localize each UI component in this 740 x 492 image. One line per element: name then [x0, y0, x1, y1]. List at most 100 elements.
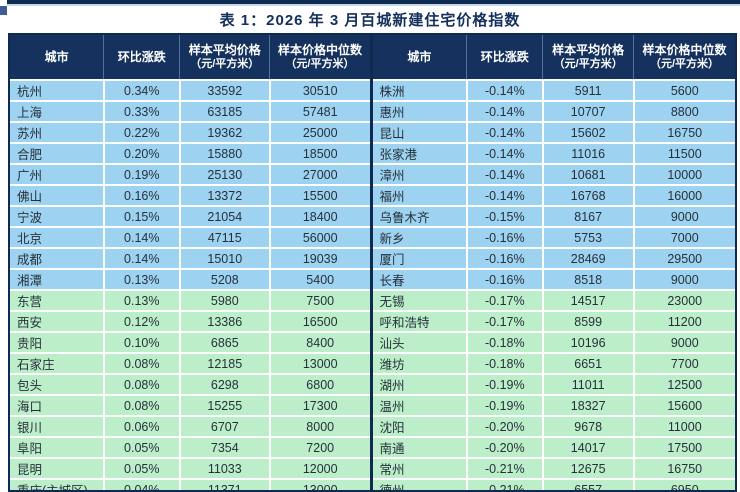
median-price-cell: 6800 [269, 373, 371, 395]
avg-price-cell: 8518 [542, 268, 635, 290]
median-price-cell: 15600 [633, 394, 735, 416]
city-cell: 乌鲁木齐 [372, 205, 468, 227]
change-cell: -0.18% [466, 331, 544, 353]
city-cell: 厦门 [372, 247, 468, 269]
change-cell: 0.06% [103, 415, 181, 437]
col-header-city: 城市 [372, 35, 468, 80]
change-cell: 0.20% [103, 142, 181, 164]
median-price-cell: 6950 [633, 478, 735, 490]
table-row: 宁波 0.15% 21054 18400 [10, 205, 371, 227]
median-price-cell: 25000 [269, 121, 371, 143]
table-row: 石家庄 0.08% 12185 13000 [10, 352, 371, 374]
city-cell: 广州 [10, 163, 105, 185]
table-row: 漳州 -0.14% 10681 10000 [372, 163, 735, 185]
city-cell: 北京 [10, 226, 105, 248]
city-cell: 湘潭 [10, 268, 105, 290]
change-cell: 0.05% [103, 436, 181, 458]
avg-price-cell: 12185 [179, 352, 271, 374]
table-row: 海口 0.08% 15255 17300 [10, 394, 371, 416]
avg-price-cell: 21054 [179, 205, 271, 227]
city-cell: 东营 [10, 289, 105, 311]
avg-price-cell: 10681 [542, 163, 635, 185]
median-price-cell: 13000 [269, 352, 371, 374]
table-row: 昆山 -0.14% 15602 16750 [372, 121, 735, 143]
change-cell: 0.14% [103, 247, 181, 269]
median-price-cell: 23000 [633, 289, 735, 311]
change-cell: 0.08% [103, 352, 181, 374]
avg-price-cell: 19362 [179, 121, 271, 143]
col-header-median-price: 样本价格中位数 （元/平方米） [633, 35, 735, 80]
median-price-cell: 16750 [633, 457, 735, 479]
col-header-avg-price: 样本平均价格 （元/平方米） [542, 35, 634, 80]
change-cell: -0.15% [466, 205, 544, 227]
city-cell: 昆山 [372, 121, 468, 143]
change-cell: 0.33% [103, 100, 181, 122]
table-row: 潍坊 -0.18% 6651 7700 [372, 352, 735, 374]
median-price-cell: 19039 [269, 247, 371, 269]
median-price-cell: 17300 [269, 394, 371, 416]
table-row: 株洲 -0.14% 5911 5600 [372, 79, 735, 101]
table-row: 苏州 0.22% 19362 25000 [10, 121, 371, 143]
avg-price-cell: 16768 [542, 184, 635, 206]
avg-price-cell: 11033 [179, 457, 271, 479]
table-row: 杭州 0.34% 33592 30510 [10, 79, 371, 101]
city-cell: 西安 [10, 310, 105, 332]
table-row: 北京 0.14% 47115 56000 [10, 226, 371, 248]
median-price-cell: 9000 [633, 331, 735, 353]
change-cell: 0.22% [103, 121, 181, 143]
change-cell: 0.08% [103, 394, 181, 416]
change-cell: 0.12% [103, 310, 181, 332]
avg-price-cell: 6651 [542, 352, 635, 374]
city-cell: 呼和浩特 [372, 310, 468, 332]
city-cell: 上海 [10, 100, 105, 122]
table-row: 西安 0.12% 13386 16500 [10, 310, 371, 332]
table-row: 长春 -0.16% 8518 9000 [372, 268, 735, 290]
right-table-body: 株洲 -0.14% 5911 5600 惠州 -0.14% 10707 8800 昆山 -0.14… [372, 79, 735, 490]
city-cell: 南通 [372, 436, 468, 458]
table-row: 广州 0.19% 25130 27000 [10, 163, 371, 185]
median-price-cell: 7000 [633, 226, 735, 248]
table-row: 厦门 -0.16% 28469 29500 [372, 247, 735, 269]
change-cell: -0.14% [466, 79, 544, 101]
median-price-cell: 18500 [269, 142, 371, 164]
city-cell: 温州 [372, 394, 468, 416]
avg-price-cell: 11016 [542, 142, 635, 164]
median-price-cell: 18400 [269, 205, 371, 227]
city-cell: 汕头 [372, 331, 468, 353]
avg-price-cell: 10196 [542, 331, 635, 353]
price-index-table: 城市 环比涨跌 样本平均价格 （元/平方米） 样本价格中位数 （元/平方米） 杭州 0… [8, 33, 737, 492]
change-cell: -0.16% [466, 268, 544, 290]
change-cell: 0.10% [103, 331, 181, 353]
avg-price-cell: 8599 [542, 310, 635, 332]
avg-price-cell: 15602 [542, 121, 635, 143]
city-cell: 常州 [372, 457, 468, 479]
avg-price-cell: 6865 [179, 331, 271, 353]
table-row: 昆明 0.05% 11033 12000 [10, 457, 371, 479]
table-row: 佛山 0.16% 13372 15500 [10, 184, 371, 206]
change-cell: -0.19% [466, 373, 544, 395]
avg-price-cell: 5208 [179, 268, 271, 290]
avg-price-cell: 14517 [542, 289, 635, 311]
table-row: 湘潭 0.13% 5208 5400 [10, 268, 371, 290]
avg-price-cell: 15010 [179, 247, 271, 269]
table-row: 张家港 -0.14% 11016 11500 [372, 142, 735, 164]
city-cell: 苏州 [10, 121, 105, 143]
table-row: 贵阳 0.10% 6865 8400 [10, 331, 371, 353]
avg-price-cell: 6298 [179, 373, 271, 395]
table-row: 上海 0.33% 63185 57481 [10, 100, 371, 122]
right-table: 城市 环比涨跌 样本平均价格 （元/平方米） 样本价格中位数 （元/平方米） 株洲 -… [372, 35, 735, 490]
median-price-cell: 30510 [269, 79, 371, 101]
city-cell: 合肥 [10, 142, 105, 164]
table-row: 乌鲁木齐 -0.15% 8167 9000 [372, 205, 735, 227]
page-title: 表 1：2026 年 3 月百城新建住宅价格指数 [219, 12, 521, 29]
city-cell: 包头 [10, 373, 105, 395]
city-cell: 宁波 [10, 205, 105, 227]
median-price-cell: 17500 [633, 436, 735, 458]
table-row: 合肥 0.20% 15880 18500 [10, 142, 371, 164]
city-cell: 株洲 [372, 79, 468, 101]
change-cell: 0.16% [103, 184, 181, 206]
table-row: 新乡 -0.16% 5753 7000 [372, 226, 735, 248]
change-cell: -0.17% [466, 310, 544, 332]
table-row: 成都 0.14% 15010 19039 [10, 247, 371, 269]
median-price-cell: 7500 [269, 289, 371, 311]
